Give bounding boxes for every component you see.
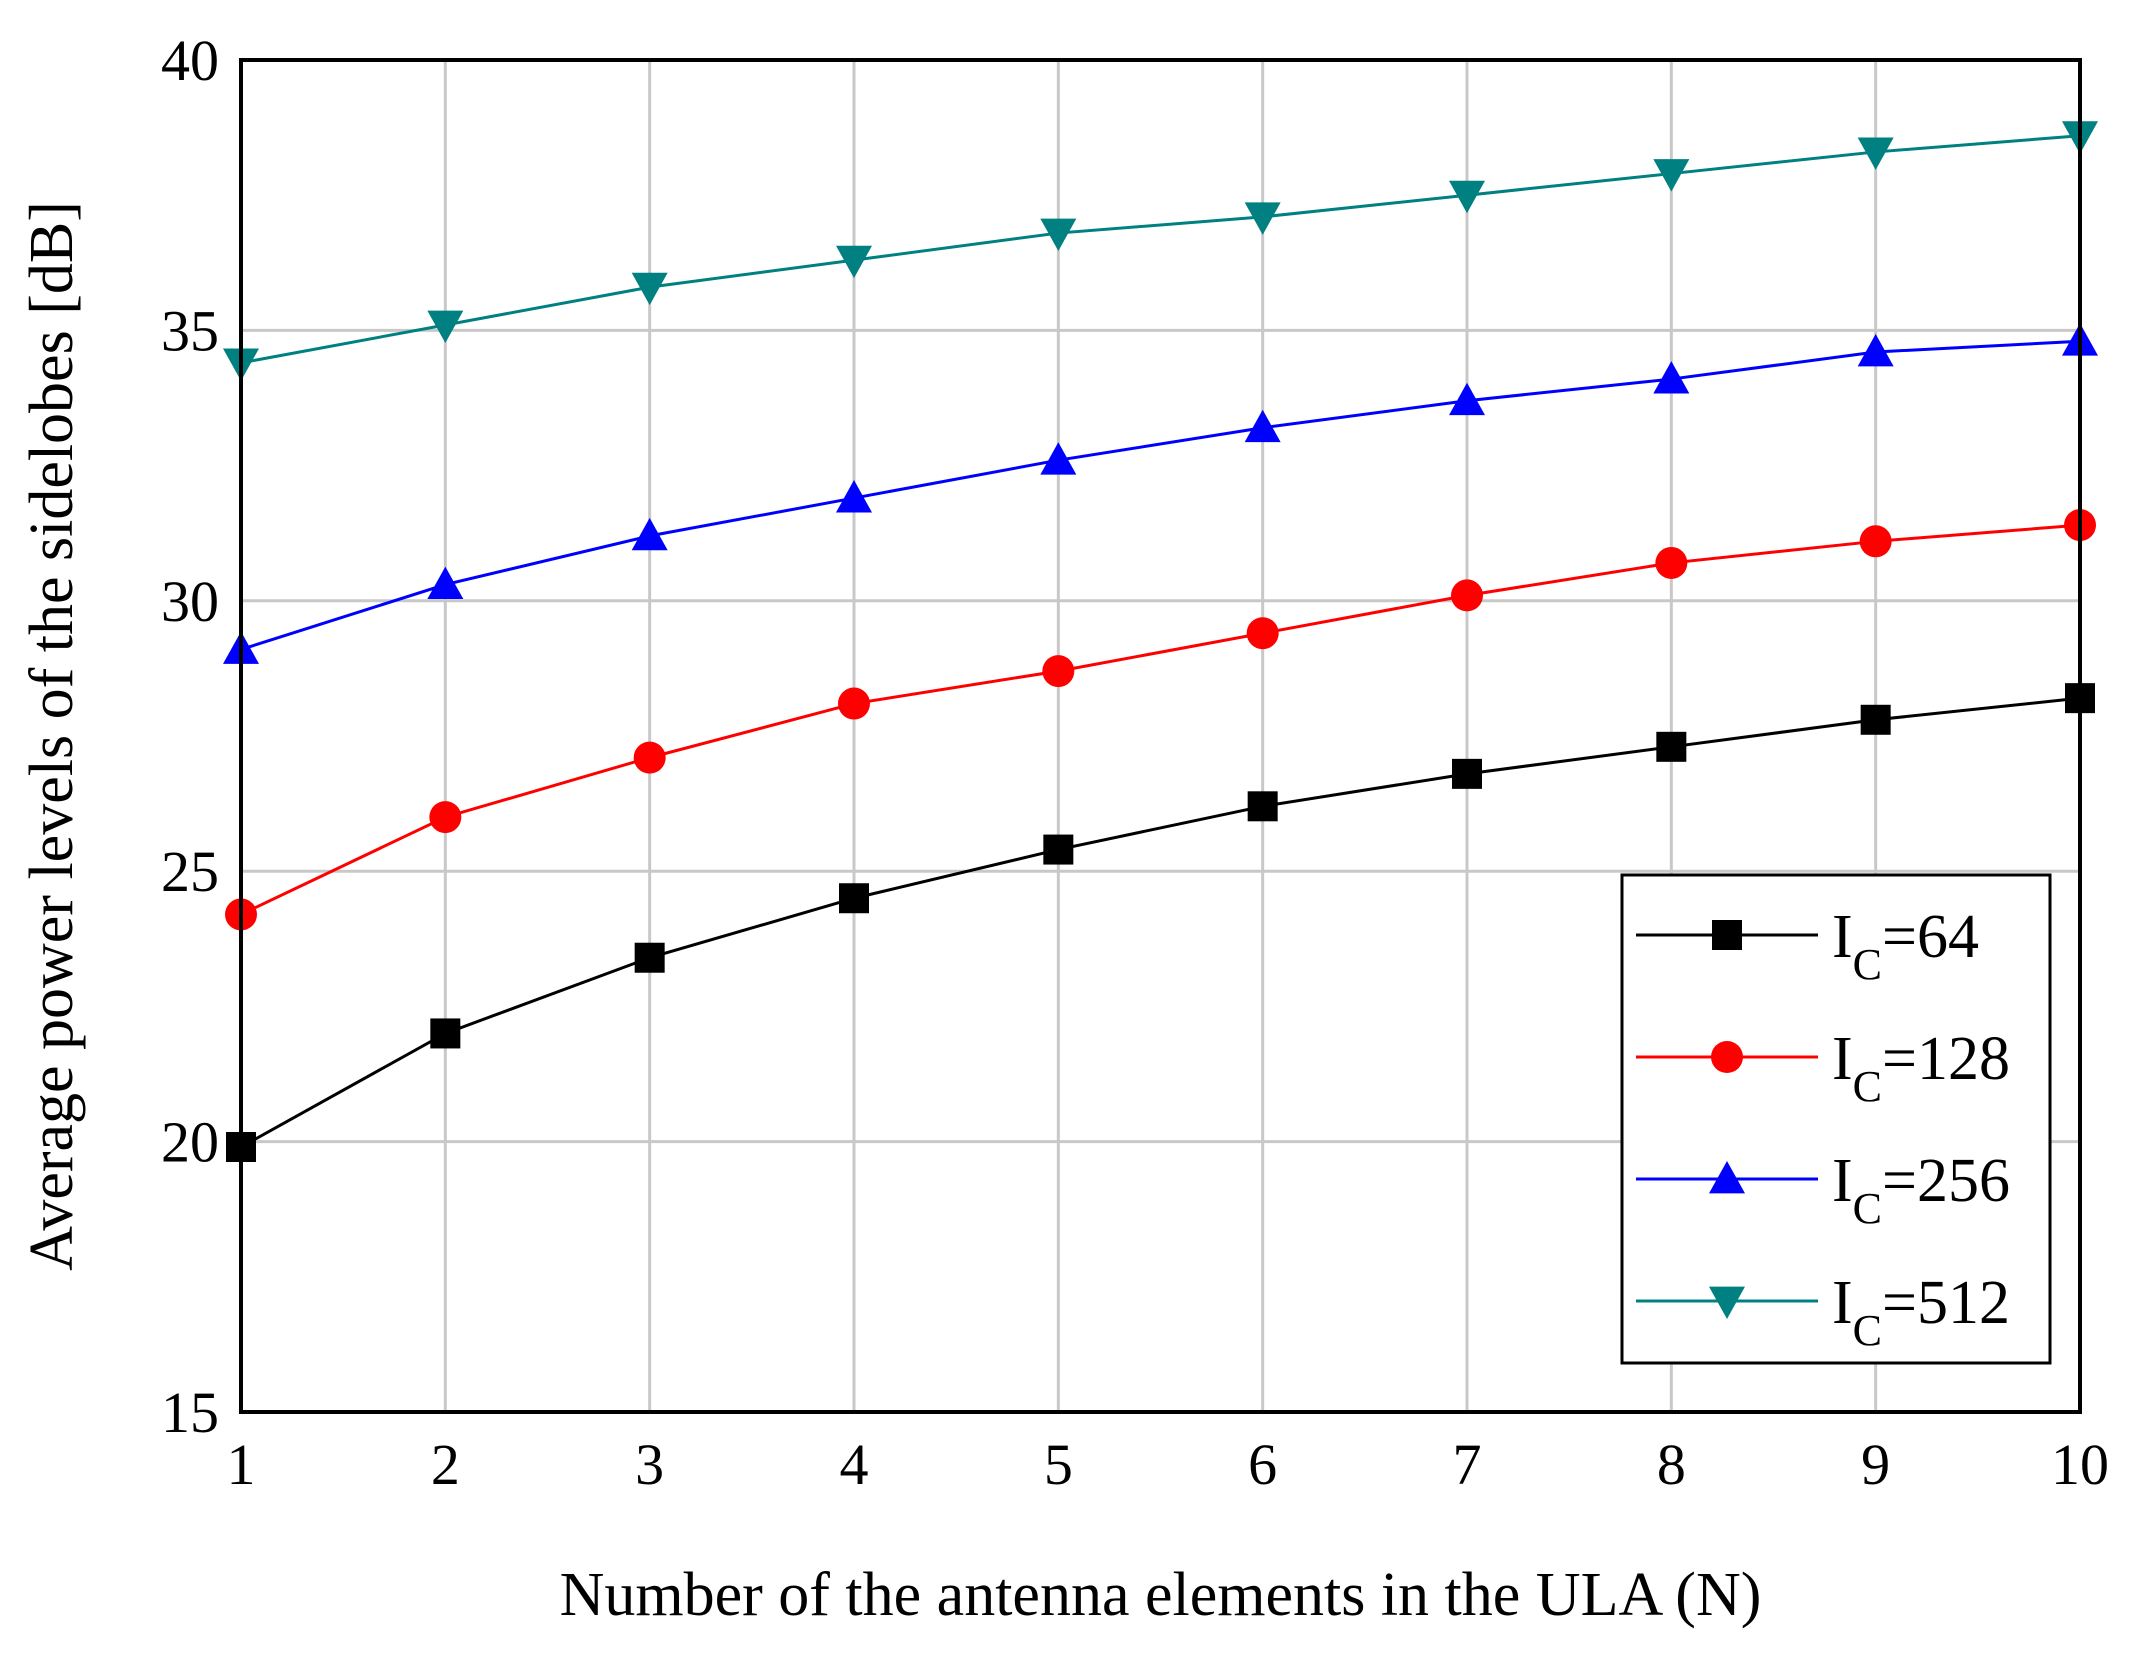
- legend-marker: [1709, 1286, 1745, 1319]
- legend-label: IC=256: [1832, 1147, 2010, 1233]
- data-point: [838, 687, 870, 720]
- legend-marker: [1711, 1041, 1743, 1073]
- data-point: [1653, 361, 1690, 394]
- y-tick-label: 25: [161, 839, 219, 904]
- series-64: [226, 683, 2095, 1163]
- legend-item: IC=512: [1636, 1269, 2010, 1355]
- data-point: [1246, 617, 1279, 650]
- data-point: [1040, 218, 1077, 252]
- data-point: [1452, 758, 1482, 789]
- legend-item: IC=64: [1636, 903, 1979, 989]
- data-point: [631, 517, 668, 551]
- legend: IC=64 IC=128 IC=256 IC=512: [1620, 873, 2052, 1365]
- data-point: [1859, 525, 1892, 558]
- series-line: [240, 523, 2081, 916]
- x-tick-label: 6: [1248, 1432, 1277, 1497]
- legend-marker: [1712, 920, 1742, 950]
- data-point: [1655, 546, 1688, 579]
- series-128: [225, 509, 2096, 931]
- data-point: [1656, 731, 1687, 762]
- legend-marker: [1709, 1161, 1745, 1194]
- series-line: [240, 696, 2081, 1149]
- data-point: [1857, 137, 1894, 170]
- data-point: [836, 245, 872, 279]
- y-tick-label: 40: [161, 28, 219, 93]
- x-tick-label: 5: [1044, 1432, 1073, 1497]
- data-point: [1244, 409, 1281, 443]
- series-256: [223, 323, 2098, 664]
- data-point: [1043, 834, 1074, 865]
- x-tick-label: 10: [2051, 1432, 2109, 1497]
- legend-label: IC=128: [1832, 1025, 2010, 1111]
- legend-item: IC=128: [1636, 1025, 2010, 1111]
- legend-box: [1620, 873, 2052, 1365]
- data-point: [631, 272, 668, 306]
- data-point: [1860, 704, 1891, 735]
- x-tick-label: 8: [1657, 1432, 1686, 1497]
- x-tick-label: 9: [1861, 1432, 1890, 1497]
- data-point: [427, 310, 464, 343]
- plot-frame: [239, 58, 2082, 1414]
- x-tick-label: 3: [635, 1432, 664, 1497]
- data-point: [1244, 202, 1281, 235]
- series-line: [240, 134, 2081, 365]
- x-axis-title: Number of the antenna elements in the UL…: [560, 1561, 1762, 1629]
- x-tick-label: 4: [840, 1432, 869, 1497]
- data-point: [1040, 442, 1077, 475]
- data-point: [1451, 579, 1483, 612]
- data-point: [839, 883, 869, 914]
- data-point: [1247, 791, 1278, 822]
- y-tick-label: 35: [161, 298, 219, 363]
- x-tick-label: 7: [1453, 1432, 1482, 1497]
- data-point: [1449, 382, 1485, 416]
- data-point: [1042, 655, 1075, 688]
- data-point: [427, 566, 464, 599]
- x-tick-label: 2: [431, 1432, 460, 1497]
- data-point: [836, 480, 872, 513]
- data-point: [430, 1018, 461, 1049]
- y-axis-title: Average power levels of the sidelobes [d…: [18, 201, 86, 1271]
- series-line: [240, 339, 2081, 651]
- y-tick-label: 30: [161, 569, 219, 634]
- data-point: [634, 942, 665, 973]
- tick-labels: 1 2 3 4 5 6 7 8 9 10 15 20 25 30 35 40: [161, 28, 2109, 1497]
- legend-item: IC=256: [1636, 1147, 2010, 1233]
- y-tick-label: 15: [161, 1380, 219, 1445]
- data-point: [429, 801, 462, 834]
- legend-label: IC=64: [1832, 903, 1979, 989]
- y-tick-label: 20: [161, 1110, 219, 1175]
- data-point: [633, 741, 666, 774]
- data-point: [1857, 334, 1894, 367]
- legend-label: IC=512: [1832, 1269, 2010, 1355]
- data-point: [1653, 159, 1690, 192]
- plot-series: [223, 121, 2098, 1163]
- data-point: [1449, 180, 1485, 214]
- x-tick-label: 1: [227, 1432, 256, 1497]
